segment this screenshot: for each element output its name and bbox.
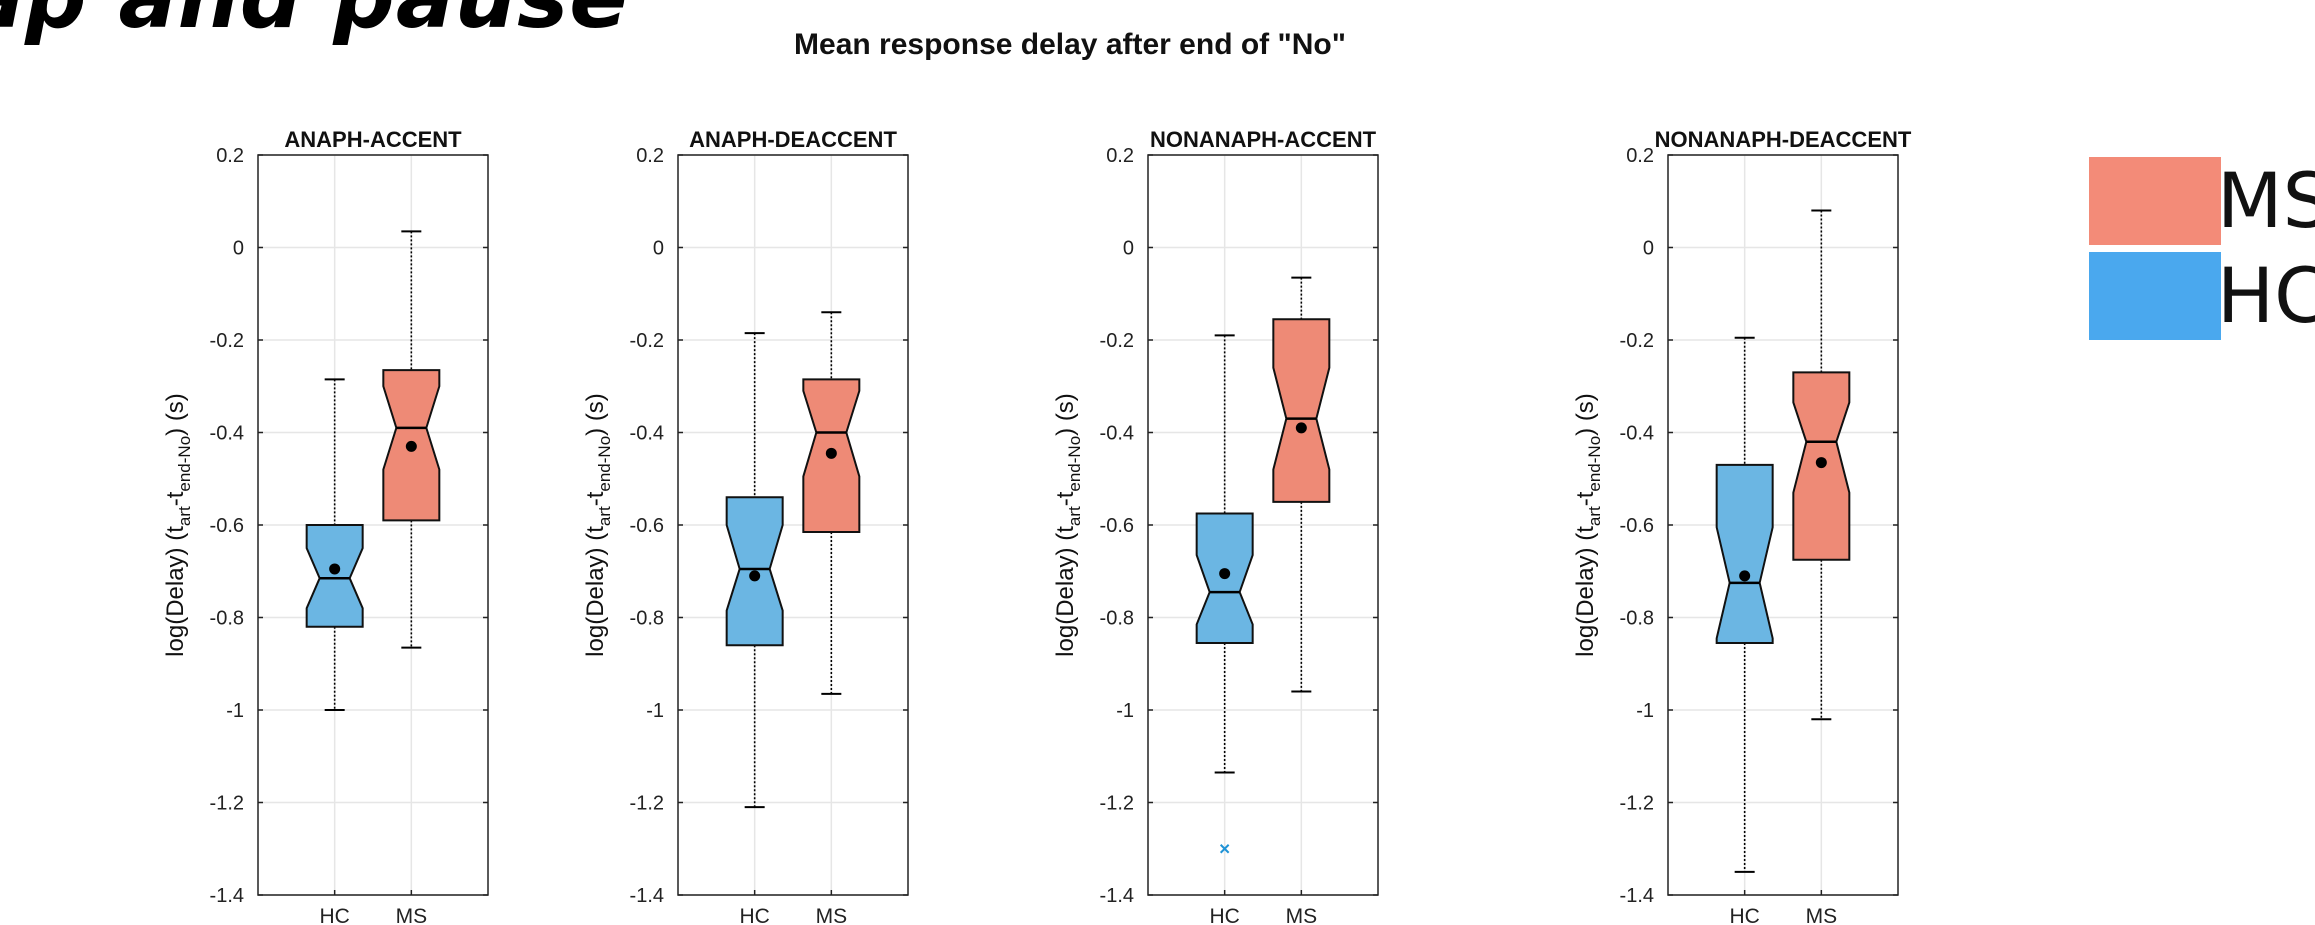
y-tick-label: -1.4: [210, 885, 244, 907]
box-hc: [725, 332, 784, 809]
y-tick-label: 0.2: [216, 145, 244, 167]
y-tick-label: -0.6: [1620, 515, 1654, 537]
mean-marker: [1295, 422, 1307, 434]
y-tick-label: -1.2: [210, 793, 244, 815]
x-tick-label: HC: [739, 905, 769, 925]
y-tick-label: 0.2: [1626, 145, 1654, 167]
y-tick-label: -1.2: [1100, 793, 1134, 815]
box-hc: [1195, 334, 1254, 854]
x-tick-label: MS: [1286, 905, 1318, 925]
box-hc: [1715, 336, 1774, 873]
x-tick-label: MS: [816, 905, 848, 925]
x-tick-label: MS: [1806, 905, 1838, 925]
y-tick-label: -0.8: [1620, 608, 1654, 630]
y-tick-label: -0.8: [210, 608, 244, 630]
panel-title: NONANAPH-ACCENT: [1150, 127, 1377, 152]
notched-box: [1272, 318, 1331, 503]
y-tick-label: -1: [646, 700, 664, 722]
y-tick-label: -1.4: [1620, 885, 1654, 907]
panel-anaph-deaccent: 0.2 0 -0.2 -0.4 -0.6 -0.8 -1 -1.2 -1.4 HC MS ANAPH-…: [582, 127, 909, 925]
y-tick-label: -0.6: [210, 515, 244, 537]
mean-marker: [825, 447, 837, 459]
notched-box: [305, 524, 364, 628]
panel-title: ANAPH-DEACCENT: [689, 127, 897, 152]
box-ms: [1272, 276, 1331, 693]
y-tick-label: -1.4: [630, 885, 664, 907]
y-tick-label: 0.2: [1106, 145, 1134, 167]
mean-marker: [329, 563, 341, 575]
legend-swatch-hc: [2089, 252, 2221, 340]
x-tick-label: MS: [396, 905, 428, 925]
y-tick-label: -0.2: [630, 330, 664, 352]
y-tick-label: -0.4: [210, 423, 244, 445]
y-tick-label: -1.4: [1100, 885, 1134, 907]
panel-nonanaph-accent: 0.2 0 -0.2 -0.4 -0.6 -0.8 -1 -1.2 -1.4 HC MS NONANA…: [1052, 127, 1379, 925]
y-tick-label: -0.4: [1100, 423, 1134, 445]
box-ms: [382, 230, 441, 649]
x-tick-label: HC: [1729, 905, 1759, 925]
x-tick-label: HC: [1209, 905, 1239, 925]
y-tick-label: -1: [226, 700, 244, 722]
y-tick-label: -1: [1636, 700, 1654, 722]
y-axis-label: log(Delay) (tart-tend-No) (s): [582, 393, 614, 657]
legend-label-hc: HC: [2217, 251, 2315, 340]
box-hc: [305, 378, 364, 711]
y-tick-label: -0.4: [1620, 423, 1654, 445]
box-ms: [1792, 209, 1851, 721]
y-axis-label: log(Delay) (tart-tend-No) (s): [1572, 393, 1604, 657]
y-tick-label: -0.2: [210, 330, 244, 352]
y-tick-label: -0.2: [1620, 330, 1654, 352]
mean-marker: [1219, 568, 1231, 580]
box-ms: [802, 311, 861, 695]
y-tick-label: 0: [233, 238, 244, 260]
figure-title: Mean response delay after end of "No": [794, 28, 1346, 61]
notched-box: [1715, 463, 1774, 644]
mean-marker: [1739, 570, 1751, 582]
y-axis-label: log(Delay) (tart-tend-No) (s): [162, 393, 194, 657]
mean-marker: [405, 440, 417, 452]
x-tick-label: HC: [319, 905, 349, 925]
panel-nonanaph-deaccent: 0.2 0 -0.2 -0.4 -0.6 -0.8 -1 -1.2 -1.4 HC MS NONANA…: [1572, 127, 1912, 925]
y-tick-label: 0: [1643, 238, 1654, 260]
legend-swatch-ms: [2089, 157, 2221, 245]
y-tick-label: 0.2: [636, 145, 664, 167]
y-tick-label: -1.2: [1620, 793, 1654, 815]
y-tick-label: 0: [653, 238, 664, 260]
y-axis-label: log(Delay) (tart-tend-No) (s): [1052, 393, 1084, 657]
y-tick-label: -0.4: [630, 423, 664, 445]
legend-label-ms: MS: [2217, 156, 2315, 245]
panel-anaph-accent: 0.2 0 -0.2 -0.4 -0.6 -0.8 -1 -1.2 -1.4 HC MS ANAPH-…: [162, 127, 489, 925]
y-tick-label: -0.2: [1100, 330, 1134, 352]
y-tick-label: -0.6: [630, 515, 664, 537]
slide-title-fragment: ap and pause: [0, 0, 629, 48]
y-tick-label: -0.8: [630, 608, 664, 630]
y-tick-label: -0.6: [1100, 515, 1134, 537]
outlier-marker: [1219, 844, 1230, 854]
y-tick-label: 0: [1123, 238, 1134, 260]
mean-marker: [749, 570, 761, 582]
y-tick-label: -1.2: [630, 793, 664, 815]
panel-title: ANAPH-ACCENT: [284, 127, 462, 152]
y-tick-label: -1: [1116, 700, 1134, 722]
mean-marker: [1815, 457, 1827, 469]
panel-title: NONANAPH-DEACCENT: [1655, 127, 1912, 152]
y-tick-label: -0.8: [1100, 608, 1134, 630]
